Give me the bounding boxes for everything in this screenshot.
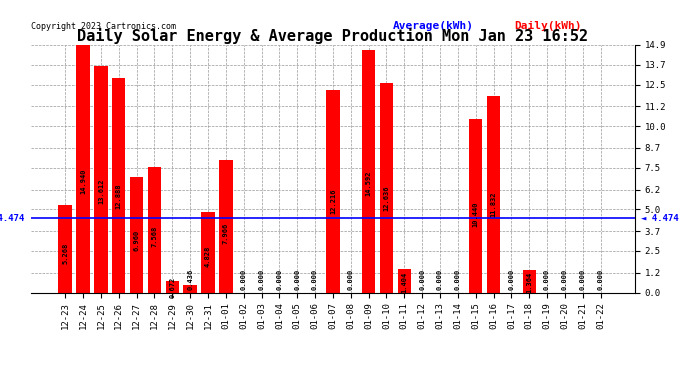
- Text: 12.636: 12.636: [384, 185, 389, 211]
- Text: 1.364: 1.364: [526, 272, 532, 293]
- Bar: [59, 205, 72, 292]
- Text: 6.960: 6.960: [134, 230, 139, 251]
- Bar: [362, 50, 375, 292]
- Bar: [397, 269, 411, 292]
- Bar: [148, 167, 161, 292]
- Text: 0.000: 0.000: [580, 269, 586, 290]
- Bar: [130, 177, 144, 292]
- Text: ◄ 4.474: ◄ 4.474: [641, 214, 678, 223]
- Text: 7.568: 7.568: [151, 225, 157, 246]
- Bar: [201, 212, 215, 292]
- Bar: [469, 119, 482, 292]
- Text: Daily(kWh): Daily(kWh): [514, 21, 582, 32]
- Text: 0.000: 0.000: [277, 269, 282, 290]
- Text: 5.268: 5.268: [62, 243, 68, 264]
- Text: 12.216: 12.216: [330, 188, 336, 214]
- Text: 0.000: 0.000: [259, 269, 264, 290]
- Text: 14.592: 14.592: [366, 171, 372, 196]
- Text: 14.940: 14.940: [80, 168, 86, 194]
- Text: 4.828: 4.828: [205, 246, 211, 267]
- Text: 12.888: 12.888: [116, 183, 121, 209]
- Text: 0.436: 0.436: [187, 269, 193, 290]
- Text: ►4.474: ►4.474: [0, 214, 25, 223]
- Bar: [522, 270, 536, 292]
- Text: 1.404: 1.404: [402, 272, 407, 292]
- Text: 13.612: 13.612: [98, 178, 104, 204]
- Bar: [380, 82, 393, 292]
- Text: 0.000: 0.000: [562, 269, 568, 290]
- Text: 0.000: 0.000: [509, 269, 515, 290]
- Bar: [95, 66, 108, 292]
- Text: 0.000: 0.000: [419, 269, 425, 290]
- Text: 0.000: 0.000: [241, 269, 247, 290]
- Bar: [184, 285, 197, 292]
- Text: 0.000: 0.000: [598, 269, 604, 290]
- Text: 0.000: 0.000: [348, 269, 354, 290]
- Text: 7.966: 7.966: [223, 222, 229, 244]
- Text: Copyright 2023 Cartronics.com: Copyright 2023 Cartronics.com: [31, 22, 176, 32]
- Bar: [77, 44, 90, 292]
- Bar: [326, 90, 339, 292]
- Text: 10.440: 10.440: [473, 202, 479, 227]
- Text: 0.000: 0.000: [312, 269, 318, 290]
- Bar: [166, 281, 179, 292]
- Text: 0.000: 0.000: [437, 269, 443, 290]
- Text: 0.672: 0.672: [169, 277, 175, 298]
- Text: 11.832: 11.832: [491, 191, 497, 217]
- Text: Average(kWh): Average(kWh): [393, 21, 474, 32]
- Text: 0.000: 0.000: [294, 269, 300, 290]
- Title: Daily Solar Energy & Average Production Mon Jan 23 16:52: Daily Solar Energy & Average Production …: [77, 28, 589, 44]
- Bar: [487, 96, 500, 292]
- Bar: [219, 160, 233, 292]
- Bar: [112, 78, 126, 292]
- Text: 0.000: 0.000: [544, 269, 550, 290]
- Text: 0.000: 0.000: [455, 269, 461, 290]
